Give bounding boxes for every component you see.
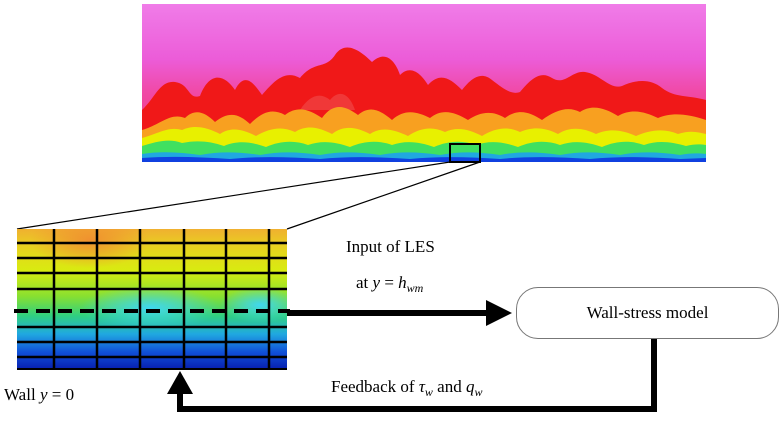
feedback-arrow [177, 339, 657, 412]
feedback-q-symbol: q [465, 377, 475, 396]
feedback-tau-subscript: w [424, 385, 433, 399]
input-at-text: at [356, 273, 369, 292]
zoom-region-box [449, 143, 481, 163]
input-equals: = [380, 273, 399, 292]
input-label-line2: at y = hwm [356, 273, 423, 294]
wall-text: Wall [4, 385, 36, 404]
wall-equals-zero: = 0 [47, 385, 75, 404]
input-label-line1: Input of LES [346, 237, 435, 256]
feedback-q-subscript: w [474, 385, 483, 399]
les-grid [17, 229, 287, 369]
zoomed-near-wall-region [17, 229, 287, 369]
zoom-line-left [16, 161, 451, 230]
feedback-and: and [432, 377, 466, 396]
feedback-arrow-head [167, 371, 193, 394]
zoom-line-right [286, 161, 481, 230]
wall-label: Wall y = 0 [4, 386, 74, 403]
input-h-symbol: h [398, 273, 407, 292]
feedback-tau-symbol: τ [418, 377, 425, 396]
les-contour-image [142, 4, 706, 162]
feedback-text: Feedback of [331, 377, 415, 396]
wall-stress-model-box: Wall-stress model [516, 287, 779, 339]
wall-y-symbol: y [39, 385, 48, 404]
input-y-symbol: y [372, 273, 381, 292]
input-h-subscript: wm [406, 281, 424, 295]
input-arrow [287, 300, 512, 326]
wall-stress-model-label: Wall-stress model [586, 303, 709, 322]
feedback-label: Feedback of τw and qw [331, 377, 482, 398]
